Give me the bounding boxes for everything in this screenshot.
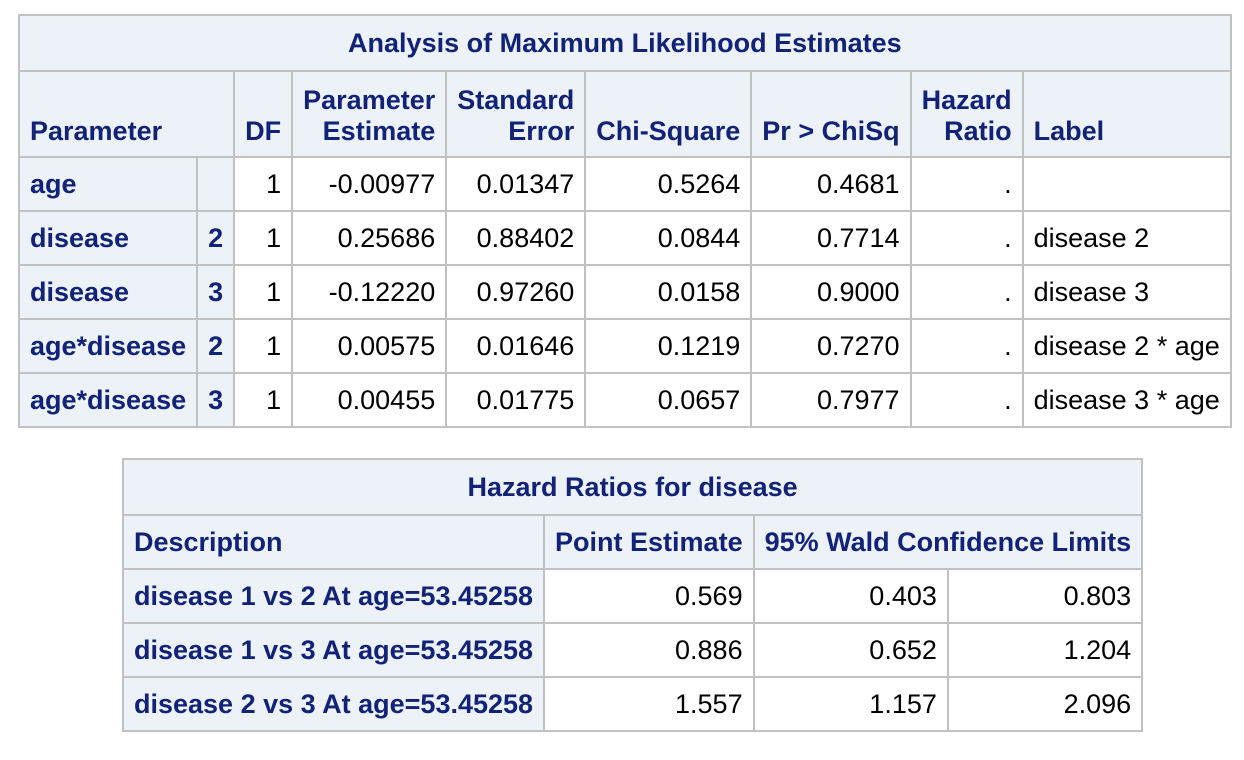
- cell-label: disease 2 * age: [1021, 318, 1232, 374]
- cell-upper-limit: 0.803: [946, 568, 1144, 624]
- cell-pr: 0.7714: [750, 210, 912, 266]
- hazard-ratios-table: Hazard Ratios for disease Description Po…: [121, 458, 1144, 732]
- col-header-hazard-line1: Hazard: [921, 85, 1012, 115]
- table-row: age*disease 2 1 0.00575 0.01646 0.1219 0…: [17, 318, 1232, 374]
- header-row: Description Point Estimate 95% Wald Conf…: [121, 514, 1144, 570]
- cell-stderr: 0.97260: [445, 264, 587, 320]
- cell-chisq: 0.0844: [584, 210, 753, 266]
- cell-df: 1: [233, 372, 294, 428]
- cell-label: disease 2: [1021, 210, 1232, 266]
- cell-df: 1: [233, 156, 294, 212]
- col-header-pr: Pr > ChiSq: [750, 70, 912, 158]
- col-header-chisq: Chi-Square: [584, 70, 753, 158]
- table-row: disease 3 1 -0.12220 0.97260 0.0158 0.90…: [17, 264, 1232, 320]
- cell-chisq: 0.0158: [584, 264, 753, 320]
- table-row: age*disease 3 1 0.00455 0.01775 0.0657 0…: [17, 372, 1232, 428]
- cell-df: 1: [233, 210, 294, 266]
- cell-estimate: 0.00575: [291, 318, 448, 374]
- table-row: disease 1 vs 3 At age=53.45258 0.886 0.6…: [121, 622, 1144, 678]
- cell-stderr: 0.01347: [445, 156, 587, 212]
- table-title: Hazard Ratios for disease: [121, 458, 1144, 516]
- row-level: 3: [196, 264, 236, 320]
- row-level: 2: [196, 210, 236, 266]
- cell-estimate: -0.12220: [291, 264, 448, 320]
- header-row: Parameter DF Parameter Estimate Standard E…: [17, 70, 1232, 158]
- cell-stderr: 0.88402: [445, 210, 587, 266]
- cell-hazard: .: [909, 318, 1024, 374]
- cell-hazard: .: [909, 372, 1024, 428]
- row-level: [196, 156, 236, 212]
- cell-pr: 0.9000: [750, 264, 912, 320]
- cell-label: [1021, 156, 1232, 212]
- col-header-estimate-line1: Parameter: [303, 85, 436, 115]
- cell-chisq: 0.5264: [584, 156, 753, 212]
- col-header-estimate-line2: Estimate: [322, 116, 436, 146]
- row-level: 2: [196, 318, 236, 374]
- col-header-parameter: Parameter: [17, 70, 236, 158]
- cell-upper-limit: 1.204: [946, 622, 1144, 678]
- cell-lower-limit: 0.652: [752, 622, 949, 678]
- cell-estimate: -0.00977: [291, 156, 448, 212]
- row-parameter: age: [17, 156, 199, 212]
- col-header-stderr-line1: Standard: [457, 85, 575, 115]
- cell-point-estimate: 0.569: [543, 568, 755, 624]
- cell-hazard: .: [909, 210, 1024, 266]
- col-header-wald-limits: 95% Wald Confidence Limits: [752, 514, 1144, 570]
- row-description: disease 2 vs 3 At age=53.45258: [121, 676, 546, 732]
- cell-pr: 0.4681: [750, 156, 912, 212]
- col-header-description: Description: [121, 514, 546, 570]
- row-parameter: disease: [17, 264, 199, 320]
- table-row: disease 1 vs 2 At age=53.45258 0.569 0.4…: [121, 568, 1144, 624]
- col-header-point-estimate: Point Estimate: [543, 514, 755, 570]
- col-header-stderr-line2: Error: [508, 116, 575, 146]
- cell-label: disease 3: [1021, 264, 1232, 320]
- cell-df: 1: [233, 264, 294, 320]
- cell-stderr: 0.01775: [445, 372, 587, 428]
- table-row: age 1 -0.00977 0.01347 0.5264 0.4681 .: [17, 156, 1232, 212]
- max-likelihood-estimates-table: Analysis of Maximum Likelihood Estimates…: [17, 14, 1232, 428]
- cell-point-estimate: 1.557: [543, 676, 755, 732]
- table-row: disease 2 1 0.25686 0.88402 0.0844 0.771…: [17, 210, 1232, 266]
- cell-estimate: 0.00455: [291, 372, 448, 428]
- cell-pr: 0.7270: [750, 318, 912, 374]
- table-title: Analysis of Maximum Likelihood Estimates: [18, 14, 1232, 72]
- cell-pr: 0.7977: [750, 372, 912, 428]
- row-parameter: disease: [17, 210, 199, 266]
- cell-lower-limit: 1.157: [752, 676, 949, 732]
- cell-hazard: .: [909, 264, 1024, 320]
- table-row: disease 2 vs 3 At age=53.45258 1.557 1.1…: [121, 676, 1144, 732]
- col-header-hazard-ratio: Hazard Ratio: [909, 70, 1024, 158]
- cell-stderr: 0.01646: [445, 318, 587, 374]
- cell-upper-limit: 2.096: [946, 676, 1144, 732]
- row-parameter: age*disease: [17, 372, 199, 428]
- cell-chisq: 0.0657: [584, 372, 753, 428]
- row-description: disease 1 vs 3 At age=53.45258: [121, 622, 546, 678]
- col-header-df: DF: [233, 70, 294, 158]
- col-header-label: Label: [1021, 70, 1232, 158]
- col-header-stderr: Standard Error: [445, 70, 587, 158]
- row-parameter: age*disease: [17, 318, 199, 374]
- row-description: disease 1 vs 2 At age=53.45258: [121, 568, 546, 624]
- cell-point-estimate: 0.886: [543, 622, 755, 678]
- cell-hazard: .: [909, 156, 1024, 212]
- cell-lower-limit: 0.403: [752, 568, 949, 624]
- col-header-hazard-line2: Ratio: [944, 116, 1012, 146]
- cell-df: 1: [233, 318, 294, 374]
- cell-label: disease 3 * age: [1021, 372, 1232, 428]
- cell-chisq: 0.1219: [584, 318, 753, 374]
- row-level: 3: [196, 372, 236, 428]
- col-header-estimate: Parameter Estimate: [291, 70, 448, 158]
- cell-estimate: 0.25686: [291, 210, 448, 266]
